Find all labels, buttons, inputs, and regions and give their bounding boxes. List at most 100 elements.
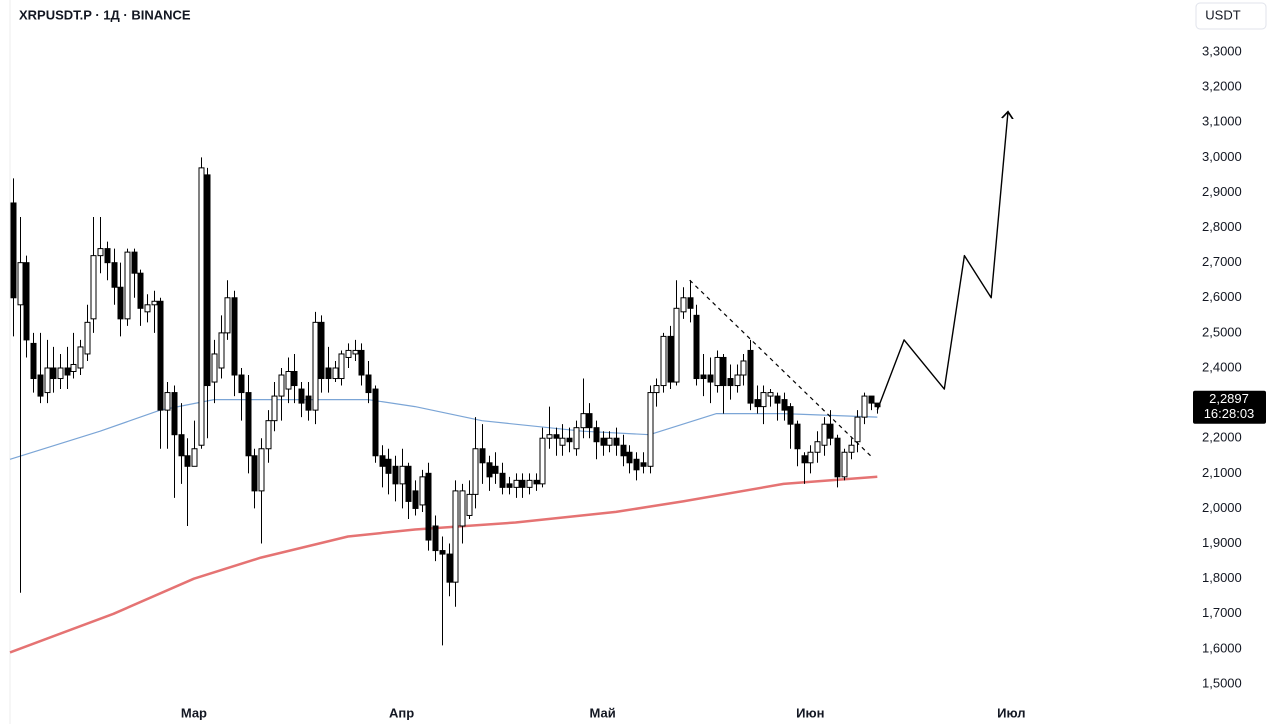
candle-body <box>425 472 432 541</box>
candle-body <box>171 392 178 436</box>
candle-body <box>466 493 473 516</box>
candle-body <box>358 349 365 376</box>
candle-body <box>144 304 151 313</box>
candle-body <box>399 465 406 485</box>
candle-body <box>332 367 339 380</box>
candle-body <box>714 356 721 387</box>
countdown: 16:28:03 <box>1204 406 1255 421</box>
candle-body <box>861 395 868 418</box>
candle-body <box>693 314 700 380</box>
y-tick-label: 2,8000 <box>1202 219 1242 234</box>
trendline <box>689 279 872 457</box>
candle-body <box>439 550 446 555</box>
candle-body <box>305 395 312 411</box>
candle-body <box>218 332 225 369</box>
x-tick-label: Апр <box>389 705 414 720</box>
candle-body <box>23 262 30 341</box>
candle-body <box>325 367 332 380</box>
candle-body <box>37 374 44 397</box>
candle-body <box>184 455 191 467</box>
chart-title: XRPUSDT.P · 1Д · BINANCE <box>19 7 191 22</box>
candle-body <box>834 437 841 478</box>
y-tick-label: 2,4000 <box>1202 359 1242 374</box>
candle-body <box>472 448 479 495</box>
y-tick-label: 2,6000 <box>1202 289 1242 304</box>
candle-body <box>848 444 855 453</box>
candle-body <box>606 437 613 446</box>
candle-body <box>271 395 278 422</box>
candle-body <box>111 262 118 288</box>
candle-body <box>767 392 774 397</box>
x-tick-label: Мар <box>181 705 207 720</box>
candle-body <box>687 297 694 309</box>
candle-body <box>245 392 252 457</box>
candle-body <box>137 272 144 309</box>
candle-body <box>486 462 493 478</box>
candle-body <box>365 374 372 394</box>
candle-body <box>44 367 51 394</box>
candle-body <box>680 297 687 313</box>
y-tick-label: 1,7000 <box>1202 605 1242 620</box>
candle-body <box>841 451 848 478</box>
candle-body <box>211 353 218 383</box>
currency-box[interactable] <box>1195 2 1267 30</box>
candle-body <box>827 423 834 439</box>
y-tick-label: 3,3000 <box>1202 43 1242 58</box>
candle-body <box>660 335 667 387</box>
candle-body <box>312 321 319 411</box>
candle-body <box>760 392 767 408</box>
candle-body <box>291 371 298 387</box>
candle-body <box>265 420 272 450</box>
candle-body <box>626 451 633 464</box>
candle-body <box>754 399 761 408</box>
candle-body <box>446 553 453 583</box>
candle-body <box>546 434 553 439</box>
candle-body <box>131 251 138 274</box>
candle-body <box>653 385 660 394</box>
candle-body <box>499 472 506 488</box>
candle-body <box>231 297 238 376</box>
candle-body <box>345 349 352 358</box>
y-tick-label: 2,5000 <box>1202 324 1242 339</box>
candle-body <box>97 248 104 257</box>
candle-body <box>412 490 419 509</box>
candle-body <box>781 399 788 411</box>
candle-body <box>151 300 158 306</box>
candle-body <box>77 346 84 369</box>
candle-body <box>419 476 426 506</box>
candle-body <box>459 490 466 527</box>
candle-body <box>814 441 821 453</box>
y-tick-label: 1,6000 <box>1202 640 1242 655</box>
x-tick-label: Июн <box>796 705 824 720</box>
currency: USDT <box>1205 7 1240 22</box>
candle-body <box>747 349 754 404</box>
candle-body <box>372 388 379 457</box>
candle-body <box>801 455 808 464</box>
candle-body <box>727 378 734 387</box>
candle-body <box>178 434 185 457</box>
candle-body <box>385 458 392 474</box>
candle-body <box>553 434 560 439</box>
candle-body <box>258 448 265 492</box>
candle-body <box>64 367 71 376</box>
y-tick-label: 2,0000 <box>1202 500 1242 515</box>
candle-body <box>17 262 24 306</box>
candle-body <box>854 416 861 443</box>
candle-body <box>117 286 124 320</box>
y-tick-label: 1,5000 <box>1202 675 1242 690</box>
y-tick-label: 1,9000 <box>1202 535 1242 550</box>
y-tick-label: 2,1000 <box>1202 465 1242 480</box>
candle-body <box>392 465 399 485</box>
candle-body <box>432 525 439 552</box>
candle-body <box>640 462 647 467</box>
candle-body <box>821 423 828 446</box>
candle-body <box>774 395 781 404</box>
candle-body <box>573 427 580 450</box>
candle-body <box>533 479 540 485</box>
candle-body <box>379 455 386 467</box>
candle-body <box>90 255 97 320</box>
candle-body <box>513 479 520 488</box>
candle-body <box>479 448 486 464</box>
candle-body <box>204 174 211 387</box>
